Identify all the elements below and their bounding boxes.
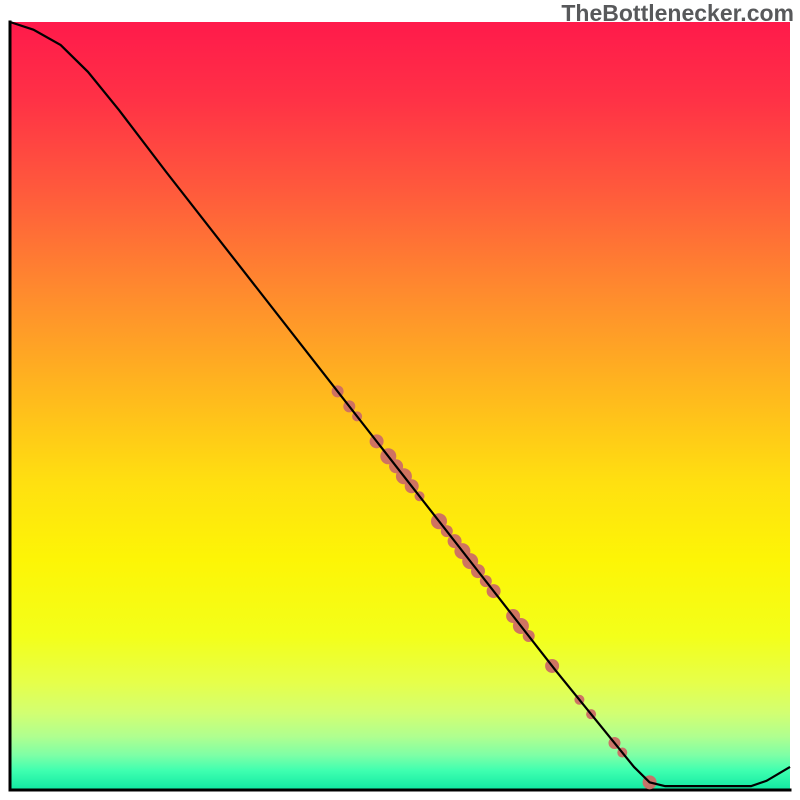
bottleneck-chart: TheBottlenecker.com — [0, 0, 800, 800]
plot-layer — [0, 0, 800, 800]
curve-line — [10, 22, 790, 786]
watermark-text: TheBottlenecker.com — [561, 0, 794, 27]
axes — [10, 22, 790, 790]
